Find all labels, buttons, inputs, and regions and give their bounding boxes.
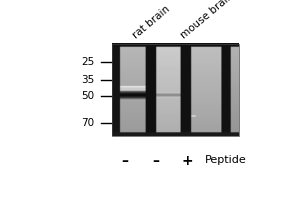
Text: 70: 70 bbox=[81, 118, 94, 128]
Text: rat brain: rat brain bbox=[131, 4, 172, 40]
Text: –: – bbox=[121, 154, 128, 168]
Text: 35: 35 bbox=[81, 75, 94, 85]
Text: 50: 50 bbox=[81, 91, 94, 101]
Bar bbox=[112, 44, 238, 136]
Text: mouse brain: mouse brain bbox=[179, 0, 235, 40]
Text: Peptide: Peptide bbox=[205, 155, 247, 165]
Text: 25: 25 bbox=[81, 57, 94, 67]
Text: –: – bbox=[153, 154, 160, 168]
Text: +: + bbox=[182, 154, 193, 168]
